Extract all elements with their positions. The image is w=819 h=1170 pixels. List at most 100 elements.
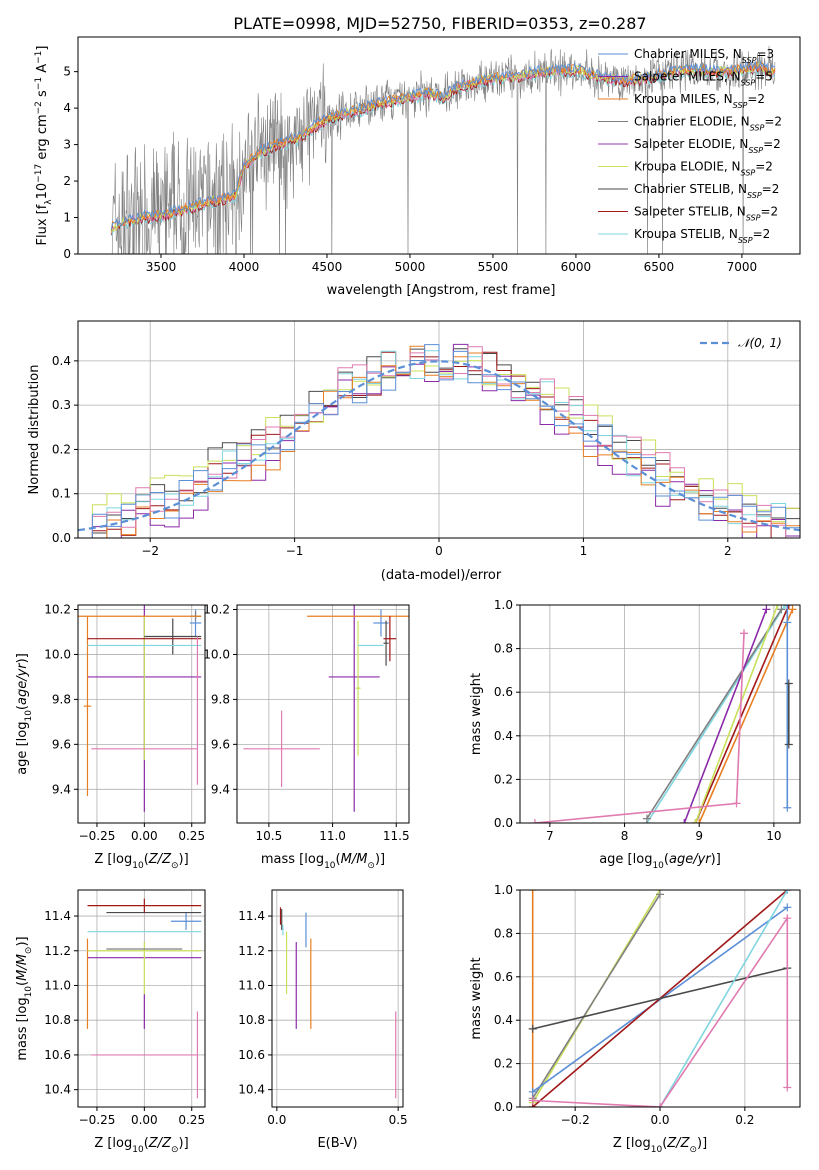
- y-tick-label: 1: [63, 211, 71, 225]
- label-part: Z [log: [94, 852, 132, 867]
- y-axis-label: mass [log10(M/M⊙)]: [15, 936, 34, 1060]
- plot-area: [243, 605, 409, 812]
- legend-sub: SSP: [746, 213, 761, 222]
- legend-label: 𝒩(0, 1): [738, 336, 782, 350]
- label-part: )]: [179, 852, 189, 867]
- label-part: λ: [44, 199, 54, 205]
- x-tick-label: 1: [580, 544, 588, 558]
- y-axis-label: mass weight: [469, 957, 484, 1039]
- y-tick-label: 10.0: [203, 647, 230, 661]
- label-part: Z [log: [94, 1136, 132, 1151]
- x-tick-label: 11.5: [383, 829, 410, 843]
- axes-frame: [236, 604, 410, 824]
- panel-mass_weight_vs_Z: −0.2 0.0 0.2 0.0 0.2 0.4 0.6 0.8 1.0 Z [log10(Z/Z…: [469, 883, 801, 1155]
- y-tick-label: 0.6: [494, 970, 513, 984]
- label-part: 10: [35, 183, 50, 200]
- series-marker: [740, 629, 748, 638]
- series-marker: [788, 605, 797, 614]
- label-part: )]: [375, 852, 385, 867]
- series-marker: [783, 903, 792, 912]
- series-line: [532, 915, 789, 1107]
- label-part: age/yr: [669, 852, 712, 867]
- panel-mass_vs_ebv: 0.0 0.5 10.4 10.6 10.8 11.0 11.2 11.4 E(B-V): [238, 889, 408, 1151]
- series-line: [532, 906, 788, 1093]
- label-part: 10: [24, 986, 34, 998]
- histogram-step: [78, 344, 800, 538]
- legend-label: Salpeter MILES, NSSP=5: [634, 70, 773, 88]
- y-tick-label: 0.4: [494, 1013, 513, 1027]
- x-tick-label: −0.2: [561, 1113, 590, 1127]
- legend-sub: SSP: [733, 101, 748, 110]
- series-marker: [783, 1083, 792, 1092]
- x-axis-label: (data-model)/error: [381, 568, 502, 583]
- x-axis-label: age [log10(age/yr)]: [599, 852, 721, 871]
- y-tick-label: 10.4: [238, 1083, 265, 1097]
- series-line: [532, 967, 788, 1030]
- legend-label: Chabrier ELODIE, NSSP=2: [634, 115, 782, 133]
- label-part: (: [144, 852, 149, 867]
- x-tick-label: 5500: [478, 260, 509, 274]
- label-part: age [log: [599, 852, 652, 867]
- y-tick-label: 10.2: [44, 602, 71, 616]
- y-tick-label: 3: [63, 138, 71, 152]
- legend-sub: SSP: [747, 191, 762, 200]
- legend-label: Kroupa ELODIE, NSSP=2: [634, 160, 773, 178]
- series-line: [698, 609, 794, 823]
- plot-area: [279, 907, 397, 1099]
- y-tick-label: 9.8: [211, 692, 230, 706]
- label-part: )]: [179, 1136, 189, 1151]
- legend-sub: SSP: [738, 236, 753, 245]
- label-part: ⊙: [689, 1145, 697, 1155]
- label-part: ⊙: [24, 947, 34, 955]
- series-marker: [777, 605, 786, 614]
- label-part: (: [15, 981, 30, 986]
- y-tick-label: 2: [63, 174, 71, 188]
- series-marker: [784, 740, 793, 749]
- y-axis-label: Flux [fλ10−17 erg cm−2 s−1 A−1]: [34, 46, 54, 246]
- label-part: (: [15, 705, 30, 710]
- legend-value: =2: [753, 227, 771, 241]
- series-line: [694, 605, 779, 823]
- y-tick-label: 10.8: [44, 1013, 71, 1027]
- label-part: )]: [711, 852, 721, 867]
- legend-model: Chabrier MILES, N: [634, 47, 742, 61]
- label-part: −17: [34, 164, 44, 183]
- y-tick-label: 10.0: [44, 647, 71, 661]
- x-axis-label: E(B-V): [317, 1136, 357, 1151]
- x-tick-label: 2: [724, 544, 732, 558]
- y-tick-label: 0: [63, 247, 71, 261]
- legend-value: =5: [755, 70, 773, 84]
- y-tick-label: 11.2: [44, 944, 71, 958]
- x-tick-label: 4000: [229, 260, 260, 274]
- label-part: 10: [652, 861, 664, 871]
- label-part: (: [336, 852, 341, 867]
- x-tick-label: 7000: [727, 260, 758, 274]
- axes-frame: [77, 604, 206, 824]
- y-tick-label: 0.1: [52, 487, 71, 501]
- legend-sub: SSP: [748, 146, 763, 155]
- y-tick-label: 0.0: [52, 531, 71, 545]
- x-tick-label: 0.0: [650, 1113, 669, 1127]
- plot-area: [110, 45, 776, 254]
- series-line: [646, 605, 786, 823]
- x-tick-label: 5000: [395, 260, 426, 274]
- x-tick-label: 0.25: [178, 829, 205, 843]
- y-axis-label: age [log10(age/yr)]: [15, 653, 34, 775]
- y-tick-label: 0.8: [494, 926, 513, 940]
- legend-sub: SSP: [750, 123, 765, 132]
- legend-model: Salpeter ELODIE, N: [634, 137, 748, 151]
- label-part: −2: [34, 101, 44, 114]
- series-line: [532, 893, 661, 1099]
- x-tick-label: 0.0: [267, 1113, 286, 1127]
- series-marker: [656, 1103, 664, 1107]
- panel-age_vs_Z: −0.25 0.00 0.259.49.69.810.010.2Z [log10(Z…: [15, 602, 206, 871]
- y-axis-label: Normed distribution: [27, 365, 42, 495]
- x-tick-label: 4500: [312, 260, 343, 274]
- y-tick-label: 0.0: [494, 816, 513, 830]
- label-part: ⊙: [171, 1145, 179, 1155]
- x-tick-label: 7: [546, 829, 554, 843]
- y-tick-label: 4: [63, 101, 71, 115]
- x-tick-label: 11.0: [319, 829, 346, 843]
- legend-value: =3: [756, 47, 774, 61]
